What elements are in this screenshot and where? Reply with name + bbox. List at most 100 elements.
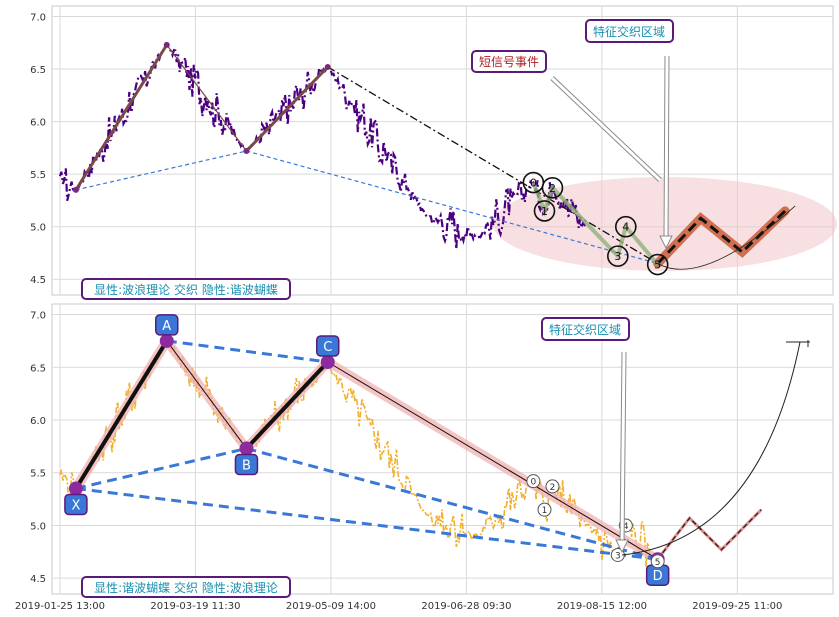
top-legend-text: 显性:波浪理论 交织 隐性:谐波蝴蝶 (94, 282, 278, 297)
top-projection-arc (657, 205, 796, 270)
harmonic-leg-xa (74, 339, 169, 490)
short-signal-marker-label: 4 (622, 221, 629, 234)
harmonic-point-label: A (162, 319, 171, 334)
short-signal-callout: 短信号事件 (471, 50, 662, 182)
top-short-signal-markers: 0 12 3 4 5 (522, 171, 669, 276)
top-grid (52, 6, 833, 295)
wave-label-marker (545, 479, 560, 494)
top-wave-structure (72, 41, 796, 270)
top-feature-zone-label-box (585, 19, 674, 43)
harmonic-point-label: B (242, 458, 251, 473)
harmonic-line-xd (75, 487, 658, 561)
harmonic-line-xb (75, 447, 247, 491)
bottom-feature-zone-label-box (541, 317, 630, 341)
wave-label-text: 4 (623, 522, 629, 532)
harmonic-point-label: D (653, 569, 663, 584)
harmonic-line-ac (166, 339, 328, 364)
x-tick-label: 2019-09-25 11:00 (692, 601, 782, 612)
harmonic-pivot (320, 355, 335, 369)
bottom-feature-zone-arrow-inner (620, 351, 626, 546)
harmonic-leg-cd (327, 361, 658, 560)
short-signal-marker (607, 245, 629, 267)
top-feature-zone-callout: 特征交织区域 (585, 19, 674, 250)
wave-label-text: 5 (655, 558, 661, 568)
harmonic-leg-bc (244, 360, 330, 450)
y-tick-label: 6.5 (30, 65, 46, 76)
top-feature-zone-label: 特征交织区域 (593, 24, 665, 39)
wave-trendline-lower (75, 150, 247, 191)
top-legend: 显性:波浪理论 交织 隐性:谐波蝴蝶 (81, 278, 291, 300)
y-tick-label: 5.5 (30, 170, 46, 181)
harmonic-pivot (159, 333, 174, 348)
short-signal-marker (533, 200, 556, 222)
bottom-legend-box (81, 576, 291, 598)
wave-label-text: 2 (550, 483, 556, 493)
wave-label-marker (526, 474, 541, 489)
bottom-legend: 显性:谐波蝴蝶 交织 隐性:波浪理论 (81, 576, 291, 598)
bottom-feature-zone-arrowhead (615, 539, 629, 554)
bottom-y-tick-labels: 7.0 6.5 6.0 5.5 5.0 4.5 (30, 311, 46, 586)
wave-leg-1 (74, 44, 169, 191)
top-feature-zone-arrow-inner (664, 55, 669, 241)
x-tick-label: 2019-01-25 13:00 (15, 601, 105, 612)
y-tick-label: 5.0 (30, 521, 46, 532)
short-signal-marker-label: 0 (530, 177, 537, 190)
harmonic-point-badge (155, 314, 179, 336)
wave-leg-2 (166, 44, 247, 152)
short-signal-marker-label: 5 (654, 259, 661, 272)
y-tick-label: 7.0 (30, 13, 46, 24)
x-tick-label: 2019-05-09 14:00 (286, 601, 376, 612)
wave-trendline-upper (327, 66, 659, 265)
y-tick-label: 4.5 (30, 275, 46, 286)
y-tick-label: 5.0 (30, 223, 46, 234)
bottom-projection-arc (621, 341, 801, 556)
harmonic-point-label: C (323, 340, 332, 355)
harmonic-point-badge (64, 493, 88, 516)
x-tick-label: 2019-08-15 12:00 (557, 601, 647, 612)
harmonic-line-bd (246, 447, 659, 561)
bottom-plot-frame (51, 303, 834, 595)
y-tick-label: 6.0 (30, 416, 46, 427)
harmonic-point-badge (315, 335, 340, 357)
wave-pivot (324, 63, 331, 70)
short-signal-marker (646, 253, 669, 276)
short-signal-marker (541, 177, 564, 199)
harmonic-point-badge (234, 453, 259, 476)
y-tick-label: 4.5 (30, 574, 46, 585)
bottom-panel: 7.0 6.5 6.0 5.5 5.0 4.5 X A B C D 0 1 2 3 4 5 特征交织区域 显… (15, 303, 834, 612)
short-signal-label-box (471, 50, 547, 73)
wave-label-marker (537, 502, 552, 517)
harmonic-point-label: X (71, 499, 80, 514)
x-axis-tick-labels: 2019-01-25 13:00 2019-03-19 11:30 2019-05-… (15, 601, 783, 612)
short-signal-marker (614, 215, 637, 238)
wave-pivot (163, 41, 170, 48)
wave-trendline-support (246, 150, 658, 265)
bottom-feature-zone-callout: 特征交织区域 (541, 317, 630, 554)
x-tick-label: 2019-06-28 09:30 (421, 601, 511, 612)
top-feature-zone-arrowhead (659, 235, 673, 250)
y-tick-label: 6.5 (30, 363, 46, 374)
short-signal-marker-label: 1 (541, 205, 548, 218)
top-legend-box (81, 278, 291, 300)
harmonic-pivot (239, 441, 254, 456)
y-tick-label: 7.0 (30, 311, 46, 322)
wave-label-text: 0 (530, 478, 536, 488)
short-signal-arrow-inner (550, 76, 662, 182)
wave-pivot (72, 186, 79, 193)
harmonic-pivot (68, 481, 83, 496)
short-signal-marker-label: 2 (549, 182, 556, 195)
short-signal-marker-label: 3 (614, 250, 621, 263)
wave-label-text: 3 (615, 551, 621, 561)
x-tick-label: 2019-03-19 11:30 (150, 601, 240, 612)
top-panel: 7.0 6.5 6.0 5.5 5.0 4.5 0 12 3 4 5 短信号事件 特征交织区域 显… (30, 5, 837, 300)
short-signal-label: 短信号事件 (479, 55, 539, 69)
harmonic-leg-ab (166, 340, 247, 449)
bottom-legend-text: 显性:谐波蝴蝶 交织 隐性:波浪理论 (94, 580, 278, 595)
wave-pivot (243, 148, 250, 155)
wave-label-marker (650, 554, 665, 569)
wave-leg-3 (245, 65, 329, 153)
wave-label-text: 1 (542, 506, 548, 516)
y-tick-label: 5.5 (30, 469, 46, 480)
y-tick-label: 6.0 (30, 118, 46, 129)
